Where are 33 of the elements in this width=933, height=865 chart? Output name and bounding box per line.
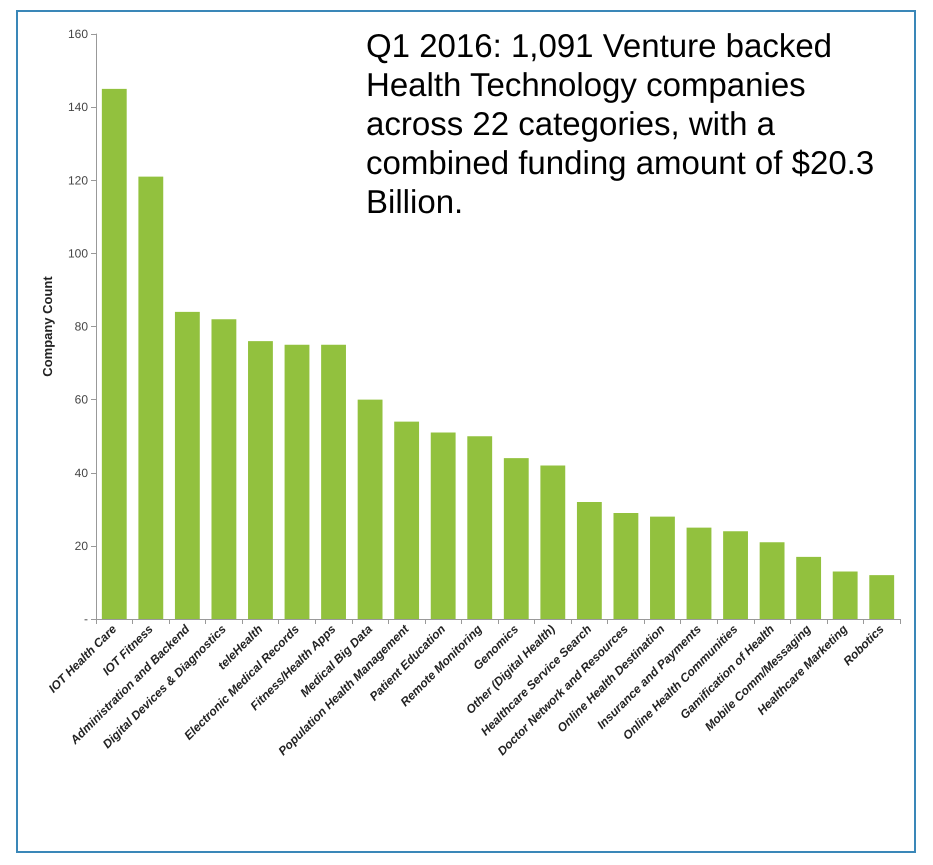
bar [211, 319, 236, 619]
bar [796, 556, 822, 619]
bar [248, 341, 273, 619]
bar [284, 344, 310, 619]
bar [321, 344, 346, 619]
bar [138, 176, 164, 619]
y-tick-label: 160 [68, 27, 88, 41]
y-tick-label: 20 [74, 538, 88, 553]
bar [394, 422, 420, 619]
bar [540, 465, 566, 619]
bar [430, 432, 456, 619]
bar [358, 400, 383, 619]
y-tick-label: 60 [74, 392, 88, 407]
y-tick-label: 140 [68, 100, 88, 114]
y-tick-label: 80 [74, 320, 88, 334]
bar [174, 312, 200, 619]
y-tick-label: - [84, 612, 88, 626]
bar [613, 512, 638, 619]
annotation: Q1 2016: 1,091 Venture backed Health Technology companies across 22 categories, with a combined funding amount of $20.3 Billion. [366, 27, 884, 220]
y-tick-label: 120 [68, 173, 88, 188]
y-tick-label: 40 [74, 466, 88, 480]
bar [760, 542, 785, 619]
bar [467, 436, 492, 619]
bar [576, 502, 602, 619]
bar [102, 88, 127, 619]
y-axis-title: Company Count [40, 276, 55, 377]
bar [869, 575, 894, 619]
bar [504, 458, 529, 619]
bar [650, 516, 675, 619]
y-tick-label: 100 [68, 246, 88, 260]
bar [686, 528, 712, 619]
bar [723, 531, 748, 619]
bar [832, 571, 858, 619]
